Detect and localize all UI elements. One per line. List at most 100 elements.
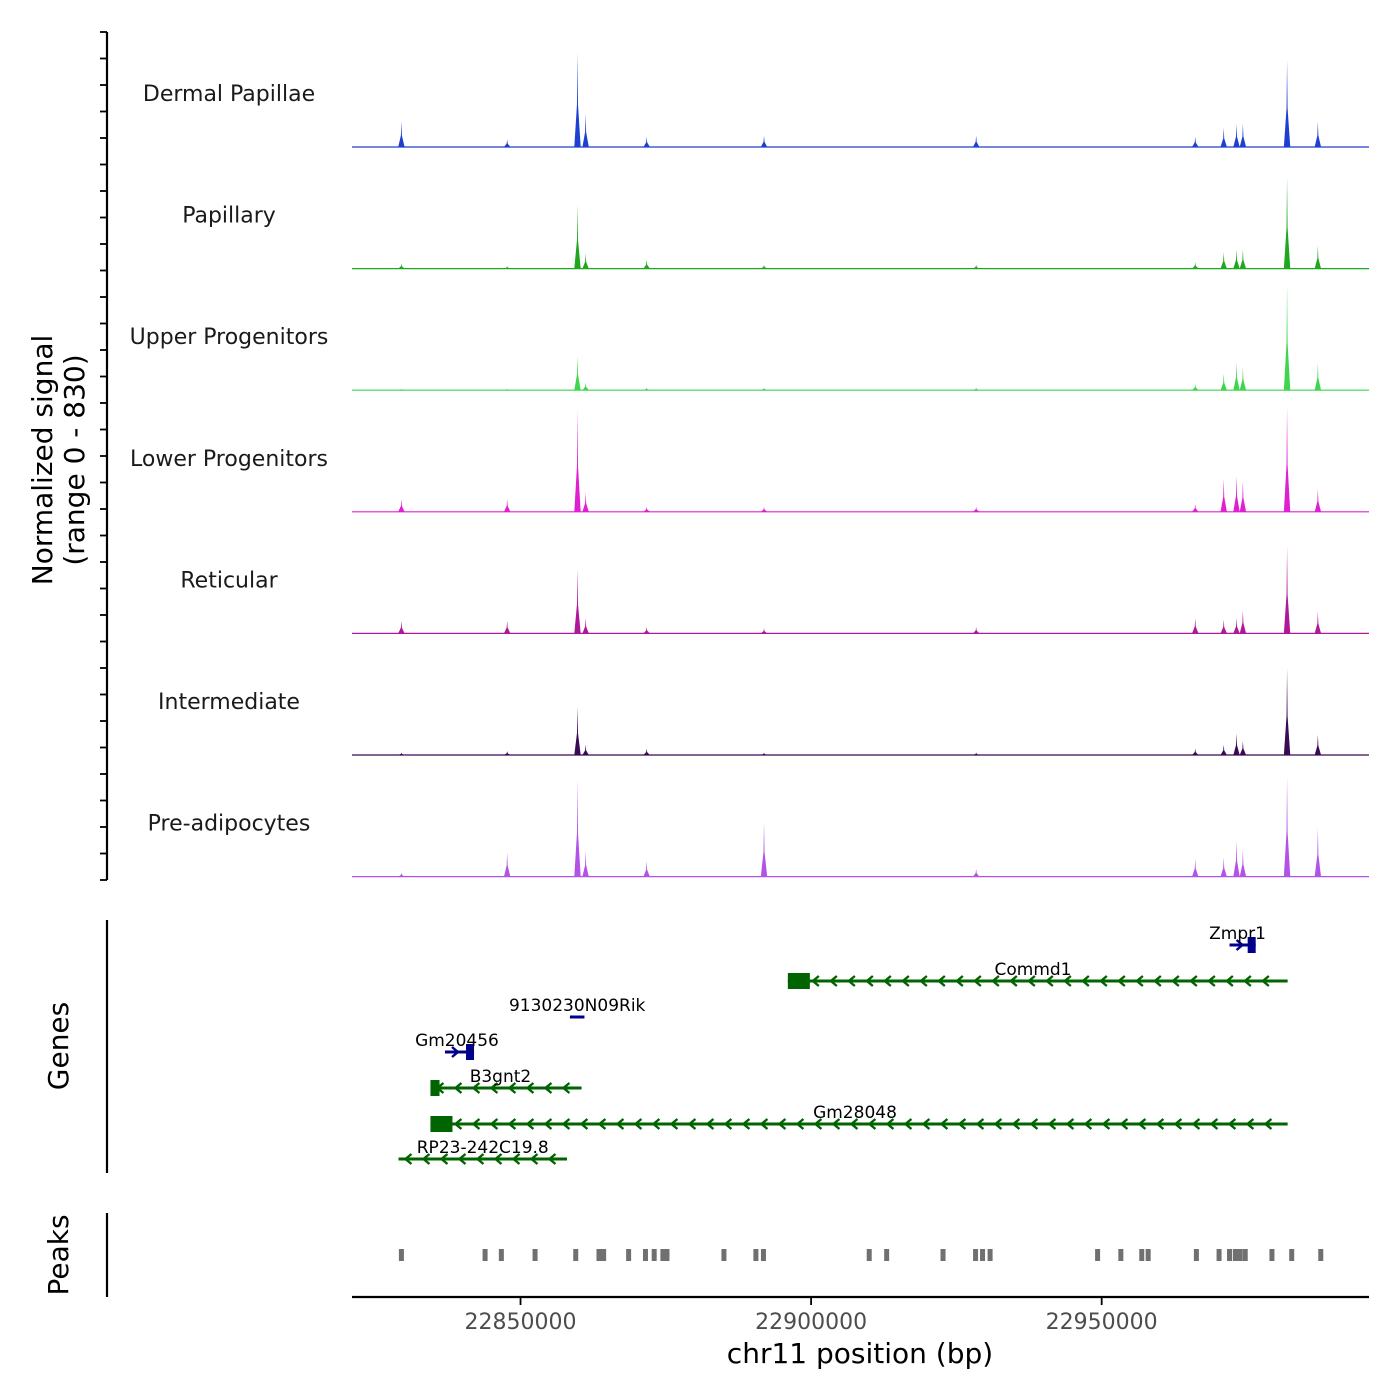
coverage-peak	[1239, 610, 1247, 634]
coverage-track: Upper Progenitors	[130, 284, 1369, 391]
peak-mark	[398, 1249, 404, 1261]
gene-strand-chevron	[1116, 975, 1126, 987]
coverage-peak	[643, 136, 650, 147]
coverage-peak	[574, 706, 581, 755]
gene-label: 9130230N09Rik	[509, 996, 646, 1016]
gene-strand-chevron	[543, 1082, 553, 1094]
coverage-peak	[760, 387, 768, 391]
coverage-peak	[1283, 546, 1291, 634]
gene-strand-chevron	[954, 975, 964, 987]
peak-mark	[721, 1249, 727, 1261]
gene-strand-chevron	[687, 1118, 697, 1130]
coverage-peak	[582, 113, 589, 147]
coverage-peak	[582, 382, 589, 391]
coverage-peak	[398, 499, 405, 512]
peak-mark	[1232, 1249, 1238, 1261]
gene-strand-chevron	[489, 1082, 499, 1094]
gene-exon	[430, 1080, 440, 1096]
coverage-peak	[1220, 251, 1227, 269]
gene-strand-chevron	[561, 1118, 571, 1130]
gene-strand-chevron	[633, 1118, 643, 1130]
gene-strand-chevron	[475, 1153, 485, 1165]
coverage-peak	[1220, 857, 1227, 877]
coverage-y-label: Normalized signal	[26, 335, 59, 586]
peak-mark	[1193, 1249, 1199, 1261]
coverage-peak	[760, 628, 768, 634]
coverage-peak	[398, 752, 405, 755]
coverage-peak	[1314, 245, 1322, 269]
gene-strand-chevron	[1062, 975, 1072, 987]
coverage-peak	[760, 135, 768, 147]
gene-label: B3gnt2	[470, 1067, 532, 1087]
gene-strand-chevron	[849, 1118, 859, 1130]
coverage-peak	[1239, 367, 1247, 391]
gene-strand-chevron	[990, 975, 1000, 987]
peak-mark	[760, 1249, 766, 1261]
peak-mark	[498, 1249, 504, 1261]
coverage-peak	[760, 264, 768, 269]
coverage-peak	[398, 620, 405, 634]
coverage-peak	[1192, 618, 1199, 634]
gene-strand-chevron	[795, 1118, 805, 1130]
gene-strand-chevron	[457, 1153, 467, 1165]
gene-strand-chevron	[900, 975, 910, 987]
coverage-peak	[398, 388, 405, 391]
gene-strand-chevron	[1119, 1118, 1129, 1130]
peak-mark	[1289, 1249, 1295, 1261]
gene-label: Commd1	[995, 960, 1072, 980]
coverage-peak	[574, 52, 581, 148]
coverage-peak	[1192, 748, 1199, 755]
coverage-peak	[972, 506, 980, 512]
coverage-peak	[1233, 124, 1240, 147]
coverage-peak	[582, 851, 589, 877]
peak-mark	[1139, 1249, 1145, 1261]
gene-strand-chevron	[936, 975, 946, 987]
gene-strand-chevron	[864, 975, 874, 987]
gene-exon	[430, 1116, 453, 1132]
gene-strand-chevron	[403, 1153, 413, 1165]
gene-strand-chevron	[547, 1153, 557, 1165]
gene-strand-chevron	[525, 1118, 535, 1130]
peak-marks	[398, 1249, 1324, 1261]
gene-strand-chevron	[489, 1118, 499, 1130]
coverage-peak	[1239, 249, 1247, 269]
coverage-panel: Normalized signal (range 0 - 830) Dermal…	[26, 31, 1369, 881]
x-tick-label: 22850000	[465, 1310, 577, 1335]
coverage-peak	[398, 121, 405, 147]
coverage-peak	[574, 409, 581, 512]
gene-strand-chevron	[1029, 1118, 1039, 1130]
gene-strand-chevron	[1152, 975, 1162, 987]
coverage-peak	[972, 752, 980, 755]
gene-strand-chevron	[1245, 1118, 1255, 1130]
coverage-peak	[972, 387, 980, 391]
coverage-peak	[503, 751, 511, 755]
gene-strand-chevron	[511, 1153, 521, 1165]
track-label: Pre-adipocytes	[148, 812, 311, 837]
peak-mark	[482, 1249, 488, 1261]
gene-strand-chevron	[828, 975, 838, 987]
coverage-peak	[582, 744, 589, 755]
gene-strand-chevron	[846, 975, 856, 987]
coverage-peak	[1192, 136, 1199, 147]
peak-mark	[1216, 1249, 1222, 1261]
gene-models: Zmpr1 Commd1 9130230N09Rik Gm20456 B3gnt2 Gm2…	[398, 924, 1288, 1165]
coverage-peak	[1220, 127, 1227, 147]
coverage-peak	[972, 868, 980, 877]
coverage-peak	[972, 264, 980, 269]
peak-mark	[1118, 1249, 1124, 1261]
coverage-peak	[760, 752, 768, 755]
gene-strand-chevron	[885, 1118, 895, 1130]
peak-mark	[601, 1249, 607, 1261]
gene-strand-chevron	[1098, 975, 1108, 987]
coverage-peak	[1233, 840, 1240, 877]
coverage-peak	[643, 387, 650, 391]
peak-mark	[973, 1249, 979, 1261]
gene-strand-chevron	[453, 1082, 463, 1094]
coverage-track: Papillary	[182, 176, 1369, 270]
coverage-peak	[1233, 618, 1240, 634]
coverage-peak	[582, 492, 589, 512]
coverage-peak	[582, 253, 589, 269]
coverage-track: Reticular	[180, 546, 1369, 635]
coverage-y-ticks	[100, 31, 107, 881]
